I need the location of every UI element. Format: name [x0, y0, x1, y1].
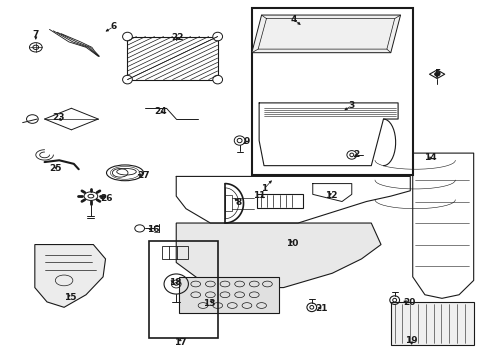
Bar — [251, 8, 412, 175]
Text: 6: 6 — [110, 22, 117, 31]
Text: 10: 10 — [285, 239, 298, 248]
Text: 1: 1 — [260, 184, 266, 193]
Bar — [127, 37, 217, 80]
Text: 23: 23 — [52, 113, 64, 122]
Text: 8: 8 — [235, 198, 241, 207]
Polygon shape — [35, 244, 105, 307]
Text: 18: 18 — [169, 278, 181, 287]
Text: 11: 11 — [252, 190, 265, 199]
Text: 7: 7 — [33, 30, 39, 39]
Text: 13: 13 — [203, 298, 215, 307]
Text: 26: 26 — [101, 194, 113, 203]
Ellipse shape — [84, 192, 98, 201]
Text: 9: 9 — [243, 137, 250, 146]
Ellipse shape — [434, 72, 439, 76]
Bar — [149, 241, 217, 338]
Polygon shape — [251, 15, 400, 53]
Text: 27: 27 — [137, 171, 149, 180]
Text: 22: 22 — [171, 33, 183, 42]
Text: 3: 3 — [348, 101, 354, 110]
Polygon shape — [176, 223, 380, 288]
Text: 19: 19 — [405, 336, 417, 345]
Text: 17: 17 — [173, 338, 186, 347]
Text: 14: 14 — [424, 153, 436, 162]
Text: 5: 5 — [433, 69, 439, 78]
Polygon shape — [390, 302, 473, 345]
Text: 21: 21 — [314, 303, 326, 312]
Bar — [161, 246, 188, 259]
Text: 24: 24 — [154, 107, 166, 116]
Text: 25: 25 — [49, 164, 61, 173]
Ellipse shape — [212, 75, 222, 84]
Text: 2: 2 — [353, 150, 359, 159]
Text: 12: 12 — [325, 190, 337, 199]
Polygon shape — [178, 277, 278, 313]
Bar — [224, 195, 232, 211]
Text: 20: 20 — [402, 298, 415, 307]
Text: 4: 4 — [289, 15, 296, 24]
Bar — [256, 194, 303, 208]
Ellipse shape — [122, 75, 132, 84]
Ellipse shape — [122, 32, 132, 41]
Ellipse shape — [212, 32, 222, 41]
Text: 15: 15 — [63, 293, 76, 302]
Text: 16: 16 — [146, 225, 159, 234]
